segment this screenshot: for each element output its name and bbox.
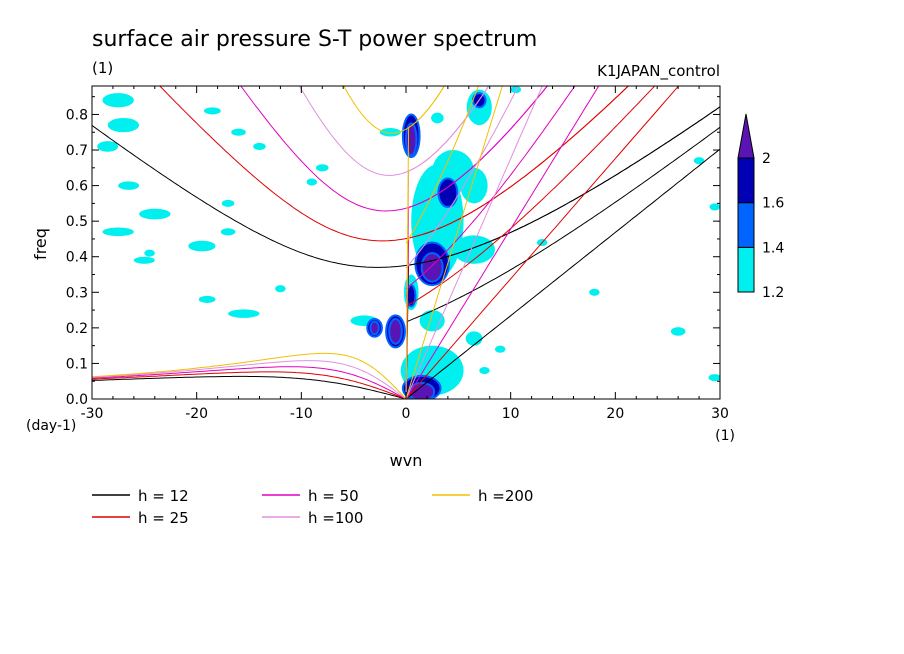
axis-ticks: -30 -20 -10 0 10 20 30 0.0 0.1 0.2 0.3 0.4 0.5 0.6 0.7… xyxy=(66,86,729,422)
x-tick-label: 20 xyxy=(606,406,624,422)
dispersion-curve-mrg_high xyxy=(405,86,656,307)
contour-region xyxy=(118,181,140,190)
y-tick-label: 0.5 xyxy=(66,214,88,230)
colorbar-segment xyxy=(737,202,755,248)
colorbar-label: 1.4 xyxy=(762,240,784,256)
y-tick-label: 0.4 xyxy=(66,250,88,266)
contour-region xyxy=(133,256,155,264)
y-tick-label: 0.0 xyxy=(66,392,88,408)
legend: h = 12 h = 25 h = 50 h =100 h =200 xyxy=(92,487,533,527)
x-tick-label: 10 xyxy=(502,406,520,422)
dispersion-curve-kelvin xyxy=(405,86,600,399)
x-tick-label: -20 xyxy=(185,406,208,422)
legend-label: h = 25 xyxy=(138,509,189,527)
dispersion-curve-er1 xyxy=(92,86,490,399)
contour-region xyxy=(102,93,134,108)
contour-region xyxy=(479,366,490,375)
contour-region xyxy=(408,381,436,399)
contour-region xyxy=(188,240,216,252)
dispersion-curve-mrg_high xyxy=(405,86,576,290)
x-tick-label: 0 xyxy=(402,406,411,422)
colorbar-top-arrow xyxy=(737,113,755,159)
x-tick-label: -10 xyxy=(290,406,313,422)
contour-region xyxy=(97,141,119,152)
dispersion-curve-er1 xyxy=(92,86,445,399)
dispersion-curve-mrg_high xyxy=(405,126,720,323)
units-label: (1) xyxy=(92,59,113,77)
colorbar-label: 1.6 xyxy=(762,196,784,212)
colorbar-label: 2 xyxy=(762,151,771,167)
contour-region xyxy=(379,127,401,137)
y-axis-label: freq xyxy=(31,228,50,260)
dispersion-curve-er1 xyxy=(92,86,548,399)
dispersion-curves xyxy=(92,86,720,399)
colorbar-segment xyxy=(737,246,755,293)
dispersion-curve-mrg_high xyxy=(405,86,519,269)
legend-label: h =200 xyxy=(478,487,533,505)
contour-region xyxy=(221,199,235,207)
legend-label: h = 12 xyxy=(138,487,189,505)
dispersion-curve-ig1 xyxy=(240,86,548,212)
chart-title: surface air pressure S-T power spectrum xyxy=(92,27,537,52)
contour-region xyxy=(437,177,459,208)
contour-region xyxy=(453,235,495,264)
x-axis-unit: (1) xyxy=(715,428,735,444)
contour-region xyxy=(369,320,380,336)
contour-region xyxy=(708,374,720,382)
legend-label: h = 50 xyxy=(308,487,359,505)
contour-region xyxy=(709,203,720,211)
x-tick-label: 30 xyxy=(711,406,729,422)
dispersion-curve-ig1 xyxy=(298,86,490,176)
contour-region xyxy=(107,118,140,133)
dispersion-curve-er1 xyxy=(92,106,720,399)
contour-region xyxy=(275,285,286,293)
dispersion-curve-kelvin xyxy=(405,86,680,399)
y-tick-label: 0.1 xyxy=(66,356,88,372)
contour-region xyxy=(388,317,403,345)
contour-region xyxy=(144,249,155,257)
contour-region xyxy=(306,178,318,186)
contour-region xyxy=(465,331,483,346)
y-axis-unit: (day-1) xyxy=(26,418,76,434)
contour-region xyxy=(510,86,522,94)
colorbar-segment xyxy=(737,157,755,204)
contour-region xyxy=(494,345,506,353)
contour-region xyxy=(460,167,488,204)
colorbar: 1.2 1.4 1.6 2 xyxy=(737,113,784,301)
contour-region xyxy=(693,157,705,165)
contour-region xyxy=(589,288,600,296)
contour-region xyxy=(102,227,134,237)
contour-region xyxy=(670,327,686,336)
contour-region xyxy=(253,142,266,151)
dispersion-curve-kelvin xyxy=(405,148,720,399)
contour-region xyxy=(420,252,444,283)
colorbar-label: 1.2 xyxy=(762,285,784,301)
contour-layer xyxy=(97,86,720,399)
x-tick-label: -30 xyxy=(81,406,104,422)
y-tick-label: 0.7 xyxy=(66,143,88,159)
contour-region xyxy=(198,295,216,303)
contour-region xyxy=(315,164,329,172)
contour-region xyxy=(431,112,444,124)
dispersion-curve-ig1 xyxy=(343,86,445,134)
dispersion-curve-kelvin xyxy=(405,86,503,399)
legend-label: h =100 xyxy=(308,509,363,527)
contour-region xyxy=(139,208,171,220)
run-label: K1JAPAN_control xyxy=(597,62,720,81)
y-tick-label: 0.6 xyxy=(66,179,88,195)
y-tick-label: 0.8 xyxy=(66,107,88,123)
contour-region xyxy=(228,309,260,318)
contour-region xyxy=(203,107,221,115)
dispersion-curve-kelvin xyxy=(405,86,543,399)
y-tick-label: 0.3 xyxy=(66,285,88,301)
y-tick-label: 0.2 xyxy=(66,321,88,337)
contour-region xyxy=(220,228,236,236)
x-axis-label: wvn xyxy=(390,451,423,470)
contour-region xyxy=(419,310,445,332)
dispersion-curve-mrg_high xyxy=(405,86,480,244)
dispersion-curve-er1 xyxy=(92,86,630,399)
contour-region xyxy=(231,128,246,136)
